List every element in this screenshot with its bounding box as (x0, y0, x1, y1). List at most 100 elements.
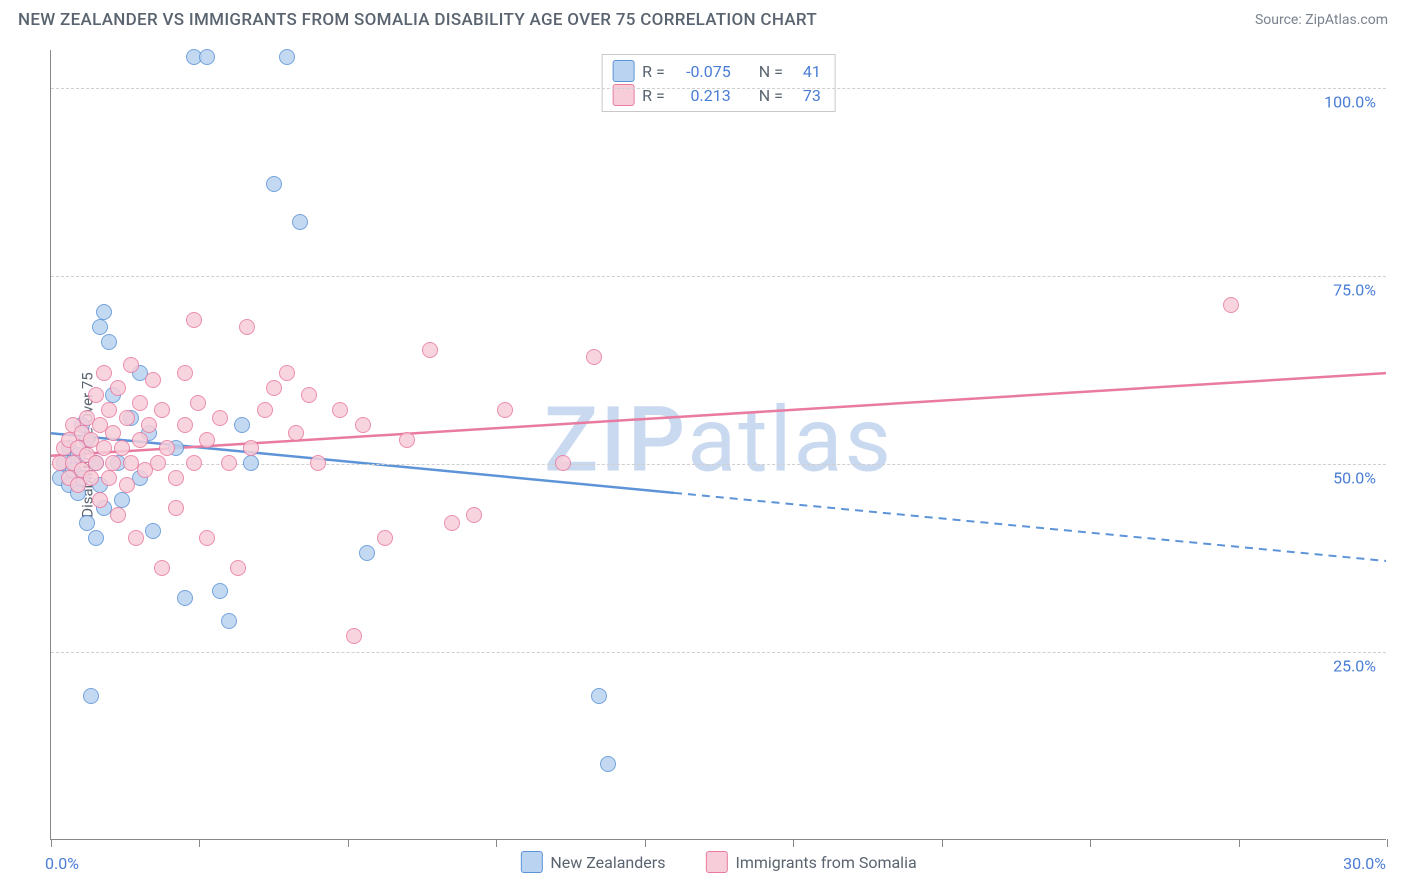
data-point-som (239, 319, 255, 335)
data-point-som (199, 432, 215, 448)
data-point-som (555, 455, 571, 471)
y-tick-label: 25.0% (1333, 656, 1376, 675)
data-point-som (243, 440, 259, 456)
data-point-som (346, 628, 362, 644)
data-point-som (128, 530, 144, 546)
chart-container: ZIPatlas R =-0.075N =41R =0.213N =73 Dis… (50, 50, 1386, 840)
correlation-legend: R =-0.075N =41R =0.213N =73 (601, 54, 836, 112)
y-tick-label: 100.0% (1324, 92, 1376, 111)
data-point-nz (279, 49, 295, 65)
trend-line-nz-extrapolated (674, 493, 1386, 561)
data-point-som (301, 387, 317, 403)
data-point-som (355, 417, 371, 433)
data-point-som (422, 342, 438, 358)
legend-swatch (612, 60, 634, 82)
corr-n-value: 41 (791, 62, 821, 81)
data-point-nz (212, 583, 228, 599)
x-tick (496, 839, 497, 847)
x-axis-max-label: 30.0% (1343, 854, 1386, 873)
data-point-som (221, 455, 237, 471)
data-point-som (586, 349, 602, 365)
data-point-som (105, 455, 121, 471)
data-point-som (154, 560, 170, 576)
x-axis-min-label: 0.0% (45, 854, 79, 873)
data-point-som (110, 380, 126, 396)
data-point-som (88, 387, 104, 403)
data-point-som (101, 470, 117, 486)
data-point-som (154, 402, 170, 418)
series-legend: New Zealanders Immigrants from Somalia (520, 851, 916, 873)
grid-line (51, 88, 1386, 89)
y-tick-label: 75.0% (1333, 280, 1376, 299)
data-point-nz (177, 590, 193, 606)
data-point-som (132, 432, 148, 448)
x-tick (51, 839, 52, 847)
watermark: ZIPatlas (544, 387, 893, 492)
data-point-som (190, 395, 206, 411)
data-point-nz (145, 523, 161, 539)
data-point-som (199, 530, 215, 546)
data-point-som (168, 500, 184, 516)
data-point-nz (600, 756, 616, 772)
x-tick (348, 839, 349, 847)
data-point-som (119, 477, 135, 493)
source-label: Source: ZipAtlas.com (1255, 12, 1388, 28)
x-tick (1239, 839, 1240, 847)
data-point-som (92, 492, 108, 508)
data-point-som (1223, 297, 1239, 313)
data-point-som (105, 425, 121, 441)
data-point-nz (114, 492, 130, 508)
corr-n-label: N = (759, 62, 783, 81)
data-point-nz (591, 688, 607, 704)
data-point-som (257, 402, 273, 418)
legend-item-nz: New Zealanders (520, 851, 665, 873)
corr-legend-row-nz: R = -0.075 N = 41 (612, 59, 821, 83)
x-tick (199, 839, 200, 847)
data-point-som (101, 402, 117, 418)
data-point-som (444, 515, 460, 531)
page-title: NEW ZEALANDER VS IMMIGRANTS FROM SOMALIA… (18, 10, 817, 30)
data-point-som (96, 365, 112, 381)
data-point-som (230, 560, 246, 576)
data-point-nz (234, 417, 250, 433)
data-point-som (114, 440, 130, 456)
x-tick (1387, 839, 1388, 847)
legend-item-som: Immigrants from Somalia (705, 851, 916, 873)
data-point-som (377, 530, 393, 546)
data-point-som (141, 417, 157, 433)
data-point-som (123, 357, 139, 373)
data-point-som (466, 507, 482, 523)
legend-label: New Zealanders (550, 853, 665, 872)
data-point-nz (359, 545, 375, 561)
corr-r-label: R = (642, 62, 665, 81)
data-point-som (288, 425, 304, 441)
y-tick-label: 50.0% (1333, 468, 1376, 487)
data-point-som (266, 380, 282, 396)
data-point-som (497, 402, 513, 418)
data-point-som (212, 410, 228, 426)
data-point-som (88, 455, 104, 471)
legend-label: Immigrants from Somalia (735, 853, 916, 872)
corr-r-value: -0.075 (673, 62, 731, 81)
data-point-nz (199, 49, 215, 65)
data-point-som (145, 372, 161, 388)
x-tick (645, 839, 646, 847)
data-point-som (119, 410, 135, 426)
data-point-nz (266, 176, 282, 192)
x-tick (793, 839, 794, 847)
plot-area: ZIPatlas R =-0.075N =41R =0.213N =73 Dis… (50, 50, 1386, 840)
data-point-som (279, 365, 295, 381)
legend-swatch (520, 851, 542, 873)
data-point-som (132, 395, 148, 411)
x-tick (1090, 839, 1091, 847)
data-point-nz (292, 214, 308, 230)
grid-line (51, 276, 1386, 277)
data-point-nz (96, 304, 112, 320)
data-point-som (159, 440, 175, 456)
data-point-som (110, 507, 126, 523)
data-point-nz (221, 613, 237, 629)
data-point-nz (92, 319, 108, 335)
data-point-nz (101, 334, 117, 350)
data-point-som (177, 365, 193, 381)
data-point-nz (243, 455, 259, 471)
